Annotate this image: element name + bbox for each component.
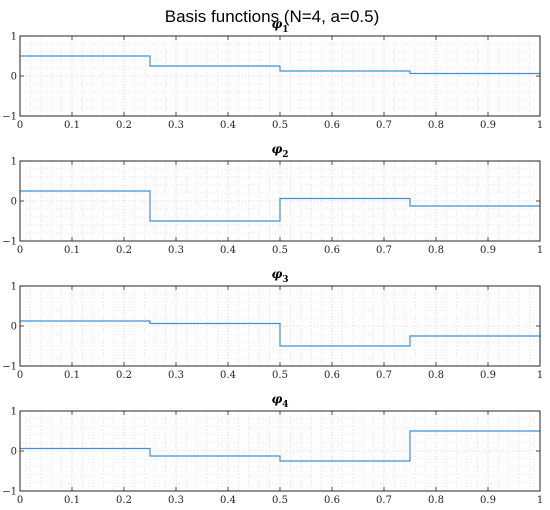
x-tick-label: 0.8 bbox=[428, 245, 444, 256]
x-tick-label: 0 bbox=[17, 495, 23, 506]
x-tick-label: 0.9 bbox=[480, 245, 496, 256]
subplot-title-subscript: 3 bbox=[282, 275, 288, 285]
y-tick-label: 1 bbox=[11, 157, 17, 168]
series-line-phi-3 bbox=[20, 320, 540, 347]
y-tick-label: 1 bbox=[11, 32, 17, 43]
x-tick-label: 0.2 bbox=[116, 245, 132, 256]
y-tick-label: 0 bbox=[11, 72, 17, 83]
x-tick-label: 0.4 bbox=[220, 495, 236, 506]
y-tick-label: 1 bbox=[11, 282, 17, 293]
x-tick-label: 0 bbox=[17, 370, 23, 381]
x-tick-label: 0.6 bbox=[324, 370, 340, 381]
subplot-title-subscript: 2 bbox=[282, 150, 288, 160]
subplot-title: φ3 bbox=[271, 267, 288, 285]
x-tick-label: 0.9 bbox=[480, 120, 496, 131]
x-tick-label: 0.7 bbox=[376, 245, 392, 256]
y-tick-label: −1 bbox=[2, 362, 17, 373]
x-tick-label: 0.4 bbox=[220, 245, 236, 256]
y-tick-label: 0 bbox=[11, 322, 17, 333]
x-tick-label: 0.8 bbox=[428, 370, 444, 381]
x-tick-label: 0.7 bbox=[376, 495, 392, 506]
subplot-title-symbol: φ bbox=[271, 267, 282, 281]
subplot-title-subscript: 4 bbox=[282, 400, 288, 410]
series-line-phi-4 bbox=[20, 430, 540, 462]
x-tick-label: 0.7 bbox=[376, 370, 392, 381]
x-tick-label: 0.3 bbox=[168, 120, 184, 131]
subplot-title: φ1 bbox=[271, 17, 288, 35]
x-tick-label: 0.2 bbox=[116, 495, 132, 506]
y-tick-label: −1 bbox=[2, 487, 17, 498]
x-tick-label: 0.6 bbox=[324, 120, 340, 131]
y-tick-label: 0 bbox=[11, 447, 17, 458]
y-tick-label: −1 bbox=[2, 237, 17, 248]
y-tick-label: 1 bbox=[11, 407, 17, 418]
x-tick-label: 1 bbox=[537, 495, 543, 506]
x-tick-label: 1 bbox=[537, 370, 543, 381]
x-tick-label: 0.2 bbox=[116, 370, 132, 381]
x-tick-label: 0.4 bbox=[220, 120, 236, 131]
x-tick-label: 0.5 bbox=[272, 495, 288, 506]
x-tick-label: 0.1 bbox=[64, 495, 80, 506]
x-tick-label: 0.1 bbox=[64, 245, 80, 256]
subplot-title: φ4 bbox=[271, 392, 288, 410]
x-tick-label: 0 bbox=[17, 120, 23, 131]
x-tick-label: 0.9 bbox=[480, 370, 496, 381]
series-line-phi-2 bbox=[20, 190, 540, 222]
x-tick-label: 0.9 bbox=[480, 495, 496, 506]
x-tick-label: 0.8 bbox=[428, 495, 444, 506]
x-tick-label: 0.3 bbox=[168, 370, 184, 381]
x-tick-label: 0.6 bbox=[324, 245, 340, 256]
x-tick-label: 0.5 bbox=[272, 245, 288, 256]
x-tick-label: 0.6 bbox=[324, 495, 340, 506]
subplot-title-symbol: φ bbox=[271, 142, 282, 156]
y-tick-label: −1 bbox=[2, 112, 17, 123]
x-tick-label: 1 bbox=[537, 245, 543, 256]
x-tick-label: 0.3 bbox=[168, 495, 184, 506]
figure-title: Basis functions (N=4, a=0.5) bbox=[165, 7, 380, 26]
subplot-title-symbol: φ bbox=[271, 17, 282, 31]
x-tick-label: 0.1 bbox=[64, 370, 80, 381]
x-tick-label: 0.5 bbox=[272, 370, 288, 381]
x-tick-label: 0.5 bbox=[272, 120, 288, 131]
subplot-title: φ2 bbox=[271, 142, 288, 160]
x-tick-label: 0.7 bbox=[376, 120, 392, 131]
subplot-title-subscript: 1 bbox=[282, 25, 288, 35]
x-tick-label: 0.1 bbox=[64, 120, 80, 131]
x-tick-label: 0.4 bbox=[220, 370, 236, 381]
x-tick-label: 0.8 bbox=[428, 120, 444, 131]
series-line-phi-1 bbox=[20, 55, 540, 75]
y-tick-label: 0 bbox=[11, 197, 17, 208]
x-tick-label: 1 bbox=[537, 120, 543, 131]
x-tick-label: 0.3 bbox=[168, 245, 184, 256]
x-tick-label: 0.2 bbox=[116, 120, 132, 131]
x-tick-label: 0 bbox=[17, 245, 23, 256]
subplot-title-symbol: φ bbox=[271, 392, 282, 406]
